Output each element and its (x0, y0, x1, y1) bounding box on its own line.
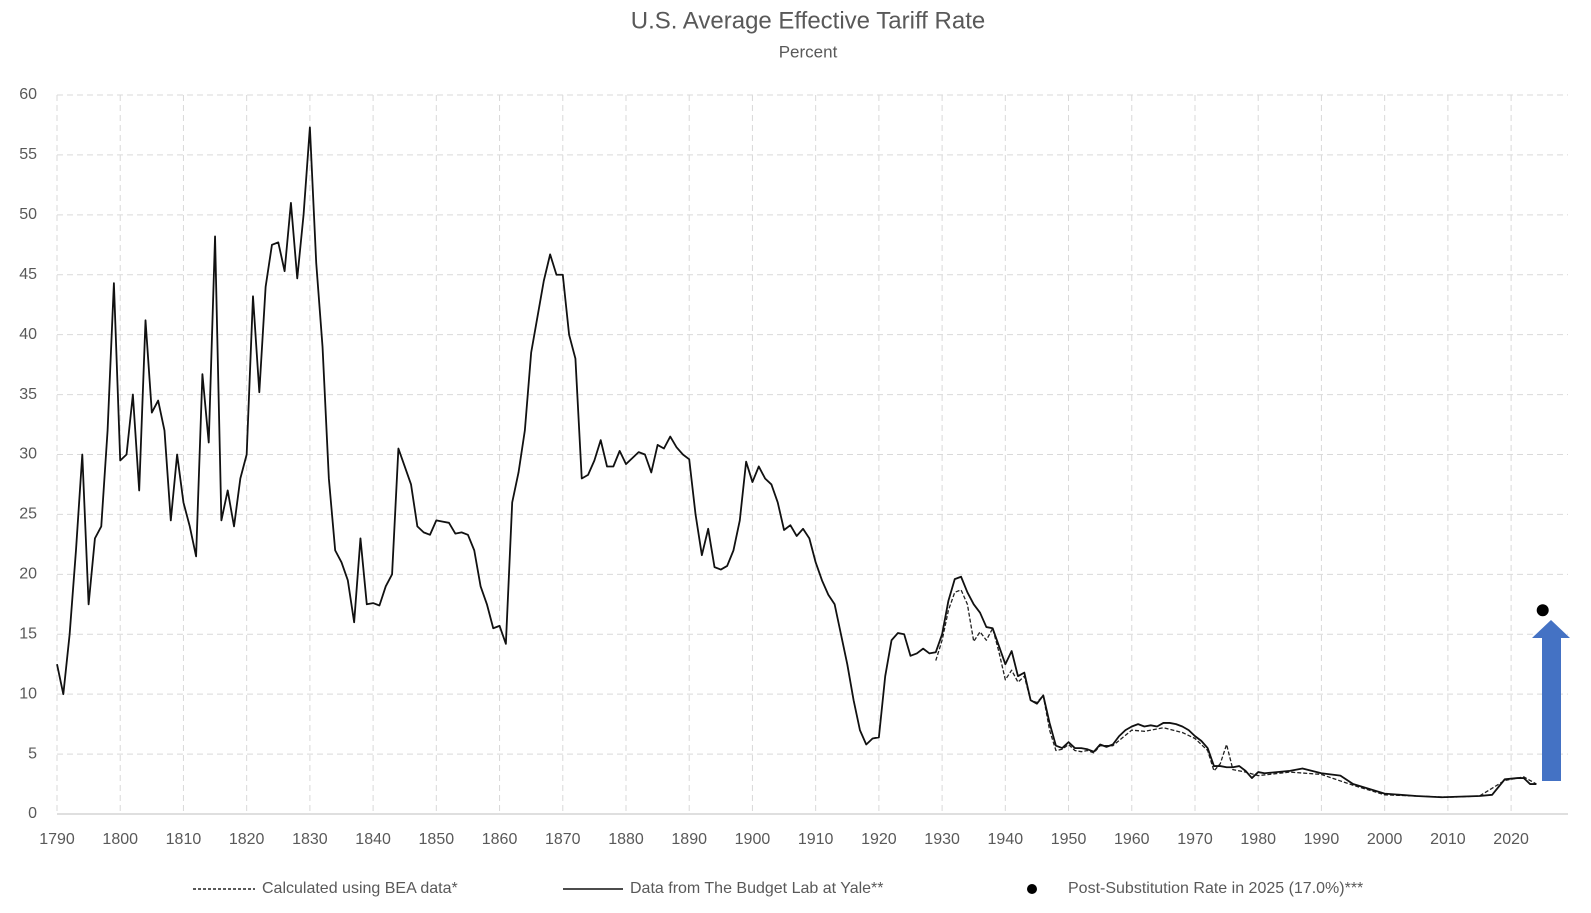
chart-subtitle: Percent (779, 42, 838, 61)
x-tick-label: 1830 (292, 831, 328, 848)
x-tick-label: 1880 (608, 831, 644, 848)
y-tick-label: 5 (28, 745, 37, 762)
y-tick-label: 30 (19, 446, 37, 463)
legend-label: Post-Substitution Rate in 2025 (17.0%)**… (1068, 880, 1363, 897)
x-tick-label: 1950 (1051, 831, 1087, 848)
x-tick-label: 2000 (1367, 831, 1403, 848)
x-tick-label: 2020 (1493, 831, 1529, 848)
y-tick-label: 60 (19, 86, 37, 103)
x-tick-label: 1870 (545, 831, 581, 848)
arrow-head (1532, 620, 1570, 638)
x-tick-label: 1860 (482, 831, 518, 848)
y-tick-label: 40 (19, 326, 37, 343)
x-tick-label: 1850 (419, 831, 455, 848)
series-line (935, 589, 1537, 798)
x-tick-label: 1810 (166, 831, 202, 848)
x-tick-label: 1790 (39, 831, 75, 848)
series-line (56, 126, 1537, 799)
y-tick-label: 35 (19, 386, 37, 403)
x-tick-label: 1890 (671, 831, 707, 848)
y-tick-label: 45 (19, 266, 37, 283)
x-tick-label: 1920 (861, 831, 897, 848)
legend-label: Calculated using BEA data* (262, 880, 458, 897)
arrow (1532, 620, 1570, 781)
x-tick-label: 1910 (798, 831, 834, 848)
x-tick-label: 1840 (355, 831, 391, 848)
y-tick-label: 20 (19, 566, 37, 583)
x-tick-label: 1960 (1114, 831, 1150, 848)
y-tick-label: 25 (19, 506, 37, 523)
y-tick-label: 50 (19, 206, 37, 223)
x-tick-label: 1980 (1240, 831, 1276, 848)
x-tick-label: 1990 (1304, 831, 1340, 848)
y-tick-label: 0 (28, 805, 37, 822)
x-tick-label: 2010 (1430, 831, 1466, 848)
y-tick-label: 10 (19, 685, 37, 702)
arrow-shaft (1542, 636, 1561, 781)
chart-title: U.S. Average Effective Tariff Rate (631, 7, 985, 34)
x-tick-label: 1930 (924, 831, 960, 848)
y-tick-label: 55 (19, 146, 37, 163)
x-tick-label: 1970 (1177, 831, 1213, 848)
legend-label: Data from The Budget Lab at Yale** (630, 880, 884, 897)
legend-marker (1027, 884, 1037, 894)
x-tick-label: 1820 (229, 831, 265, 848)
x-tick-label: 1800 (102, 831, 138, 848)
x-tick-label: 1900 (735, 831, 771, 848)
y-tick-label: 15 (19, 625, 37, 642)
data-point (1536, 604, 1549, 617)
x-tick-label: 1940 (988, 831, 1024, 848)
